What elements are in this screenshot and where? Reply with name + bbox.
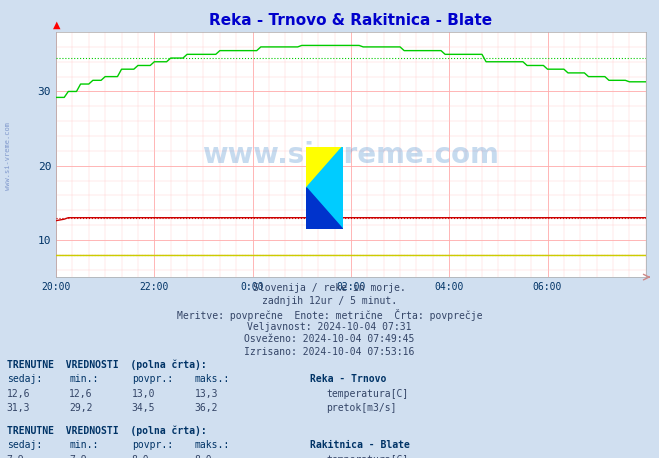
Text: Izrisano: 2024-10-04 07:53:16: Izrisano: 2024-10-04 07:53:16 [244, 347, 415, 357]
Text: Meritve: povprečne  Enote: metrične  Črta: povprečje: Meritve: povprečne Enote: metrične Črta:… [177, 309, 482, 321]
Text: 8,0: 8,0 [194, 455, 212, 458]
Text: min.:: min.: [69, 374, 99, 384]
Text: pretok[m3/s]: pretok[m3/s] [326, 403, 397, 414]
Text: 31,3: 31,3 [7, 403, 30, 414]
Text: 13,0: 13,0 [132, 389, 156, 399]
Text: povpr.:: povpr.: [132, 374, 173, 384]
Text: temperatura[C]: temperatura[C] [326, 455, 409, 458]
Polygon shape [306, 147, 343, 188]
Text: povpr.:: povpr.: [132, 440, 173, 450]
Text: zadnjih 12ur / 5 minut.: zadnjih 12ur / 5 minut. [262, 296, 397, 306]
Text: 8,0: 8,0 [132, 455, 150, 458]
Text: maks.:: maks.: [194, 440, 229, 450]
Text: Veljavnost: 2024-10-04 07:31: Veljavnost: 2024-10-04 07:31 [247, 322, 412, 332]
Polygon shape [306, 147, 343, 229]
Text: www.si-vreme.com: www.si-vreme.com [5, 122, 11, 190]
Text: 12,6: 12,6 [69, 389, 93, 399]
Text: Rakitnica - Blate: Rakitnica - Blate [310, 440, 410, 450]
Text: 7,9: 7,9 [7, 455, 24, 458]
Text: sedaj:: sedaj: [7, 374, 42, 384]
Text: Reka - Trnovo: Reka - Trnovo [310, 374, 386, 384]
Text: maks.:: maks.: [194, 374, 229, 384]
Text: sedaj:: sedaj: [7, 440, 42, 450]
Text: www.si-vreme.com: www.si-vreme.com [202, 141, 500, 169]
Text: 7,9: 7,9 [69, 455, 87, 458]
Text: Slovenija / reke in morje.: Slovenija / reke in morje. [253, 283, 406, 293]
Text: temperatura[C]: temperatura[C] [326, 389, 409, 399]
Text: ▲: ▲ [53, 20, 61, 30]
Text: 13,3: 13,3 [194, 389, 218, 399]
Text: 12,6: 12,6 [7, 389, 30, 399]
Text: 36,2: 36,2 [194, 403, 218, 414]
Text: min.:: min.: [69, 440, 99, 450]
Polygon shape [306, 188, 343, 229]
Text: Osveženo: 2024-10-04 07:49:45: Osveženo: 2024-10-04 07:49:45 [244, 334, 415, 344]
Text: TRENUTNE  VREDNOSTI  (polna črta):: TRENUTNE VREDNOSTI (polna črta): [7, 425, 206, 436]
Text: TRENUTNE  VREDNOSTI  (polna črta):: TRENUTNE VREDNOSTI (polna črta): [7, 360, 206, 370]
Title: Reka - Trnovo & Rakitnica - Blate: Reka - Trnovo & Rakitnica - Blate [210, 13, 492, 28]
Text: 34,5: 34,5 [132, 403, 156, 414]
Text: 29,2: 29,2 [69, 403, 93, 414]
